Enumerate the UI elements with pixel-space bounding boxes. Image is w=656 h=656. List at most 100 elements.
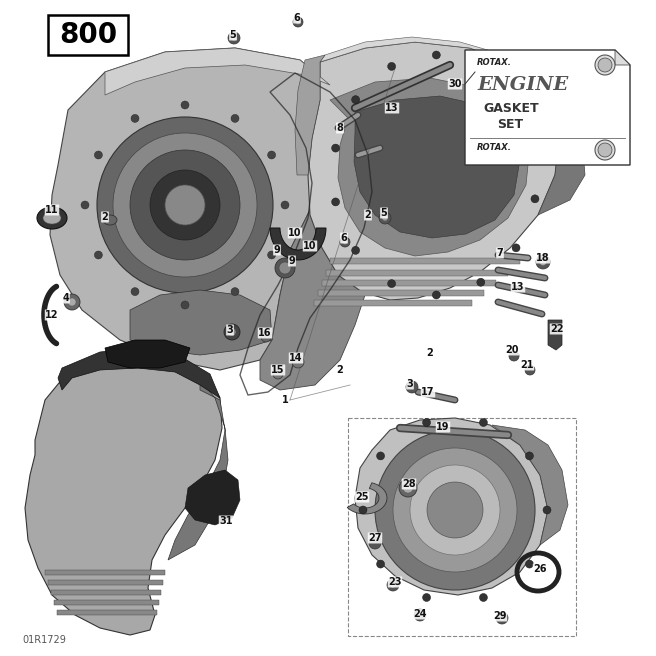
Circle shape xyxy=(181,301,189,309)
Circle shape xyxy=(130,150,240,260)
Polygon shape xyxy=(168,380,228,560)
Circle shape xyxy=(525,452,533,460)
Text: 4: 4 xyxy=(62,293,70,303)
Text: 2: 2 xyxy=(337,365,343,375)
Text: 15: 15 xyxy=(271,365,285,375)
Bar xyxy=(57,610,157,615)
Circle shape xyxy=(81,201,89,209)
Circle shape xyxy=(543,506,551,514)
Polygon shape xyxy=(130,290,272,355)
Text: 25: 25 xyxy=(356,492,369,502)
Circle shape xyxy=(422,594,430,602)
Text: ROTAX.: ROTAX. xyxy=(477,143,512,152)
Text: 30: 30 xyxy=(448,79,462,89)
Circle shape xyxy=(410,465,500,555)
Polygon shape xyxy=(320,37,515,65)
Text: 3: 3 xyxy=(407,379,413,389)
Circle shape xyxy=(369,537,381,549)
Text: 20: 20 xyxy=(505,345,519,355)
Circle shape xyxy=(531,195,539,203)
Polygon shape xyxy=(105,48,330,95)
Circle shape xyxy=(352,247,359,255)
Circle shape xyxy=(417,612,423,618)
Ellipse shape xyxy=(43,212,61,224)
Text: 5: 5 xyxy=(380,208,388,218)
Polygon shape xyxy=(260,118,385,390)
Circle shape xyxy=(387,579,399,591)
Polygon shape xyxy=(354,96,520,238)
Circle shape xyxy=(403,483,413,493)
Circle shape xyxy=(94,251,102,259)
Ellipse shape xyxy=(37,207,67,229)
Text: 9: 9 xyxy=(289,256,295,266)
Circle shape xyxy=(268,251,276,259)
Circle shape xyxy=(181,101,189,109)
Text: 31: 31 xyxy=(219,516,233,526)
Bar xyxy=(326,270,508,276)
Text: 3: 3 xyxy=(226,325,234,335)
Circle shape xyxy=(331,144,340,152)
Circle shape xyxy=(480,594,487,602)
Polygon shape xyxy=(355,418,548,595)
Text: 28: 28 xyxy=(402,479,416,489)
Circle shape xyxy=(261,332,271,342)
Circle shape xyxy=(496,612,508,624)
Polygon shape xyxy=(308,42,560,300)
Polygon shape xyxy=(347,483,387,514)
Polygon shape xyxy=(50,48,340,370)
Text: 5: 5 xyxy=(230,30,236,40)
Circle shape xyxy=(393,448,517,572)
Circle shape xyxy=(281,201,289,209)
Text: 2: 2 xyxy=(426,348,434,358)
Circle shape xyxy=(414,609,426,621)
Circle shape xyxy=(388,279,396,287)
Circle shape xyxy=(228,32,240,44)
Text: 01R1729: 01R1729 xyxy=(22,635,66,645)
Polygon shape xyxy=(58,348,220,398)
Text: 23: 23 xyxy=(388,577,401,587)
Circle shape xyxy=(295,20,300,24)
Circle shape xyxy=(525,560,533,568)
Circle shape xyxy=(382,215,388,221)
Polygon shape xyxy=(185,470,240,525)
Circle shape xyxy=(131,114,139,123)
Text: 9: 9 xyxy=(274,245,280,255)
Circle shape xyxy=(531,147,539,155)
Bar xyxy=(48,15,128,55)
Circle shape xyxy=(224,324,240,340)
Circle shape xyxy=(477,64,485,72)
Circle shape xyxy=(293,17,303,27)
Circle shape xyxy=(390,582,396,588)
Bar xyxy=(348,418,576,636)
Circle shape xyxy=(399,479,417,497)
Circle shape xyxy=(595,140,615,160)
Text: GASKET: GASKET xyxy=(483,102,539,115)
Text: 11: 11 xyxy=(45,205,59,215)
Polygon shape xyxy=(465,50,630,165)
Bar xyxy=(54,600,159,605)
Polygon shape xyxy=(25,350,222,635)
Circle shape xyxy=(150,170,220,240)
Circle shape xyxy=(231,114,239,123)
Circle shape xyxy=(352,96,359,104)
Text: 10: 10 xyxy=(303,241,317,251)
Circle shape xyxy=(598,143,612,157)
Polygon shape xyxy=(330,78,530,256)
Circle shape xyxy=(499,615,505,621)
Circle shape xyxy=(113,133,257,277)
Circle shape xyxy=(359,506,367,514)
Text: 8: 8 xyxy=(337,123,344,133)
Text: 19: 19 xyxy=(436,422,450,432)
Text: 6: 6 xyxy=(340,233,348,243)
Circle shape xyxy=(64,294,80,310)
Circle shape xyxy=(375,430,535,590)
Circle shape xyxy=(131,287,139,296)
Circle shape xyxy=(340,237,350,247)
Bar xyxy=(51,590,161,595)
Circle shape xyxy=(342,239,348,245)
Text: 2: 2 xyxy=(102,212,108,222)
Circle shape xyxy=(228,328,236,336)
Circle shape xyxy=(432,291,440,299)
Circle shape xyxy=(598,58,612,72)
Bar xyxy=(318,290,484,296)
